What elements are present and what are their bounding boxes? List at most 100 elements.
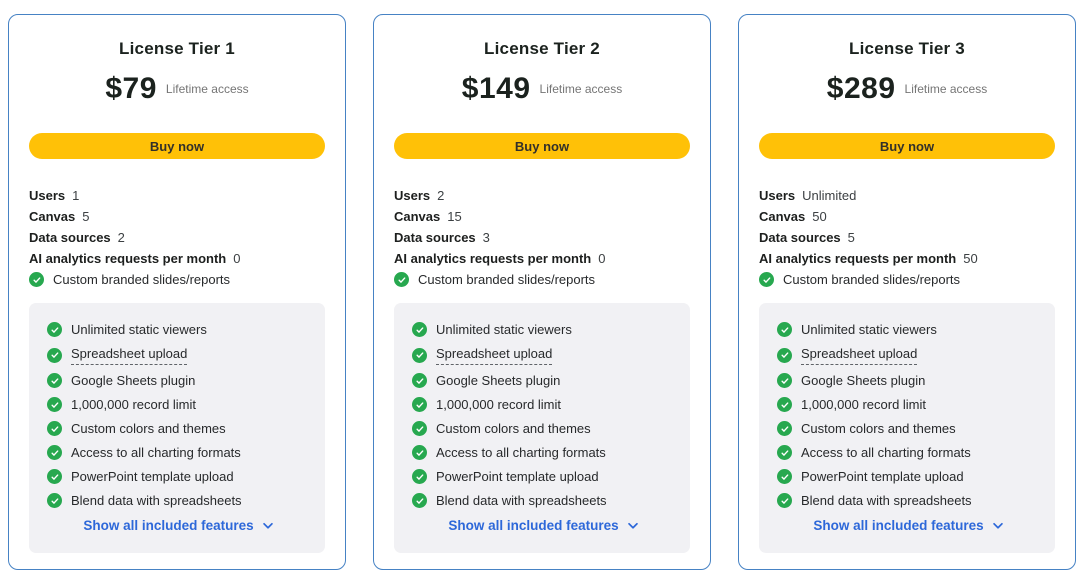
stat-value-canvas: 50 (812, 209, 827, 224)
check-icon (412, 322, 427, 337)
feature-item: Unlimited static viewers (412, 321, 676, 338)
check-icon (759, 272, 774, 287)
pricing-card-tier-1: License Tier 1 $79 Lifetime access Buy n… (8, 14, 346, 570)
check-icon (412, 373, 427, 388)
tier-title: License Tier 2 (484, 39, 600, 58)
stat-row-canvas: Canvas 15 (394, 206, 690, 227)
tier-title: License Tier 3 (849, 39, 965, 58)
feature-label: Access to all charting formats (436, 445, 606, 460)
stat-label-ai-requests: AI analytics requests per month (29, 251, 227, 266)
stat-value-data-sources: 5 (847, 230, 855, 245)
stat-row-canvas: Canvas 5 (29, 206, 325, 227)
feature-item: Blend data with spreadsheets (47, 492, 311, 509)
price-period-label: Lifetime access (165, 82, 249, 96)
stat-row-users: Users Unlimited (759, 185, 1055, 206)
check-icon (412, 445, 427, 460)
stat-row-ai-requests: AI analytics requests per month 0 (29, 248, 325, 269)
stat-label-ai-requests: AI analytics requests per month (759, 251, 957, 266)
show-all-label: Show all included features (448, 518, 619, 533)
check-icon (777, 347, 792, 363)
feature-label: Blend data with spreadsheets (801, 493, 972, 508)
feature-item: PowerPoint template upload (777, 468, 1041, 485)
price-amount: $149 (461, 72, 531, 105)
feature-item: 1,000,000 record limit (412, 396, 676, 413)
feature-label: Custom colors and themes (71, 421, 226, 436)
stat-row-ai-requests: AI analytics requests per month 0 (394, 248, 690, 269)
feature-label: Custom colors and themes (801, 421, 956, 436)
feature-item: Google Sheets plugin (777, 372, 1041, 389)
feature-label: Unlimited static viewers (436, 322, 572, 337)
included-features-box: Unlimited static viewers Spreadsheet upl… (29, 303, 325, 553)
feature-label: Access to all charting formats (71, 445, 241, 460)
feature-label: Access to all charting formats (801, 445, 971, 460)
feature-label: Google Sheets plugin (801, 373, 926, 388)
price-amount: $289 (826, 72, 896, 105)
highlight-feature-label: Custom branded slides/reports (783, 272, 961, 287)
stats-list: Users 2 Canvas 15 Data sources 3 AI anal… (394, 185, 690, 290)
buy-now-button[interactable]: Buy now (394, 133, 690, 159)
stat-value-users: 2 (437, 188, 445, 203)
feature-item: Custom colors and themes (47, 420, 311, 437)
features-list: Unlimited static viewers Spreadsheet upl… (412, 321, 676, 509)
feature-item: Custom colors and themes (777, 420, 1041, 437)
highlight-feature-row: Custom branded slides/reports (29, 269, 325, 290)
check-icon (47, 373, 62, 388)
chevron-down-icon (262, 522, 273, 529)
check-icon (47, 421, 62, 436)
price-row: $149 Lifetime access (394, 72, 690, 106)
features-list: Unlimited static viewers Spreadsheet upl… (47, 321, 311, 509)
stat-label-users: Users (29, 188, 66, 203)
feature-item: PowerPoint template upload (47, 468, 311, 485)
feature-item: Spreadsheet upload (47, 345, 311, 365)
stat-label-users: Users (394, 188, 431, 203)
feature-label: Google Sheets plugin (71, 373, 196, 388)
buy-now-button[interactable]: Buy now (29, 133, 325, 159)
feature-label-tooltip[interactable]: Spreadsheet upload (71, 345, 188, 365)
price-row: $79 Lifetime access (29, 72, 325, 106)
stat-value-data-sources: 2 (117, 230, 125, 245)
check-icon (47, 322, 62, 337)
check-icon (777, 445, 792, 460)
feature-item: 1,000,000 record limit (47, 396, 311, 413)
chevron-down-icon (627, 522, 638, 529)
highlight-feature-row: Custom branded slides/reports (394, 269, 690, 290)
stat-value-users: Unlimited (802, 188, 857, 203)
feature-item: Access to all charting formats (777, 444, 1041, 461)
show-all-label: Show all included features (813, 518, 984, 533)
highlight-feature-label: Custom branded slides/reports (53, 272, 231, 287)
check-icon (47, 493, 62, 508)
stat-value-data-sources: 3 (482, 230, 490, 245)
show-all-label: Show all included features (83, 518, 254, 533)
highlight-feature-label: Custom branded slides/reports (418, 272, 596, 287)
feature-item: Unlimited static viewers (777, 321, 1041, 338)
stat-value-users: 1 (72, 188, 80, 203)
feature-item: 1,000,000 record limit (777, 396, 1041, 413)
stat-label-canvas: Canvas (759, 209, 806, 224)
show-all-features-link[interactable]: Show all included features (777, 518, 1041, 533)
feature-label: Google Sheets plugin (436, 373, 561, 388)
check-icon (47, 445, 62, 460)
feature-item: Blend data with spreadsheets (777, 492, 1041, 509)
check-icon (777, 469, 792, 484)
show-all-features-link[interactable]: Show all included features (412, 518, 676, 533)
price-period-label: Lifetime access (904, 82, 988, 96)
feature-item: Access to all charting formats (47, 444, 311, 461)
feature-label-tooltip[interactable]: Spreadsheet upload (436, 345, 553, 365)
stat-label-users: Users (759, 188, 796, 203)
stat-value-canvas: 5 (82, 209, 90, 224)
check-icon (777, 322, 792, 337)
stat-row-data-sources: Data sources 2 (29, 227, 325, 248)
buy-now-button[interactable]: Buy now (759, 133, 1055, 159)
included-features-box: Unlimited static viewers Spreadsheet upl… (759, 303, 1055, 553)
pricing-card-tier-2: License Tier 2 $149 Lifetime access Buy … (373, 14, 711, 570)
stat-row-data-sources: Data sources 5 (759, 227, 1055, 248)
show-all-features-link[interactable]: Show all included features (47, 518, 311, 533)
stat-row-data-sources: Data sources 3 (394, 227, 690, 248)
feature-label-tooltip[interactable]: Spreadsheet upload (801, 345, 918, 365)
feature-item: Spreadsheet upload (412, 345, 676, 365)
stat-row-canvas: Canvas 50 (759, 206, 1055, 227)
features-list: Unlimited static viewers Spreadsheet upl… (777, 321, 1041, 509)
stat-row-users: Users 1 (29, 185, 325, 206)
check-icon (412, 469, 427, 484)
included-features-box: Unlimited static viewers Spreadsheet upl… (394, 303, 690, 553)
